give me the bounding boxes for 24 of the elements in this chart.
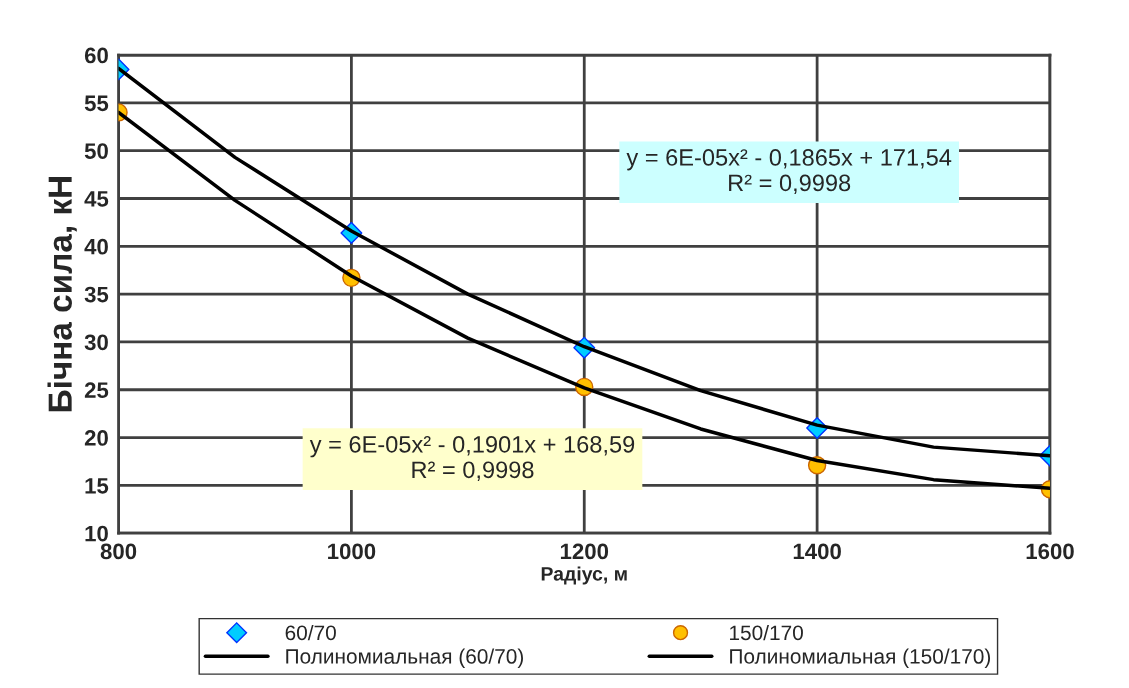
y-tick-label: 20 bbox=[84, 430, 108, 446]
x-tick-label: 1600 bbox=[1026, 543, 1074, 560]
y-tick-label: 15 bbox=[85, 478, 109, 494]
x-axis-title: Радіус, м bbox=[541, 566, 627, 585]
y-tick-label: 40 bbox=[84, 238, 108, 255]
y-tick-label: 50 bbox=[84, 143, 108, 159]
x-tick-label: 1400 bbox=[793, 543, 841, 560]
y-axis-title: Бічна сила, кН bbox=[47, 177, 77, 412]
x-tick-label: 1200 bbox=[560, 543, 609, 560]
annotation: y = 6E-05x² - 0,1901x + 168,59 R² = 0,9998 bbox=[309, 435, 635, 481]
x-tick-label: 1000 bbox=[328, 543, 376, 560]
x-tick-label: 800 bbox=[100, 543, 137, 560]
legend-label: Полиномиальная (150/170) bbox=[730, 648, 991, 668]
legend-label: Полиномиальная (60/70) bbox=[286, 648, 524, 668]
y-tick-label: 25 bbox=[84, 382, 109, 399]
legend-label: 150/170 bbox=[730, 624, 803, 641]
y-tick-label: 45 bbox=[84, 191, 109, 207]
annotation: y = 6E-05x² - 0,1865x + 171,54 R² = 0,9998 bbox=[626, 149, 952, 195]
legend-label: 60/70 bbox=[285, 624, 336, 641]
y-tick-label: 55 bbox=[84, 95, 109, 112]
y-tick-label: 30 bbox=[84, 334, 108, 351]
y-tick-label: 35 bbox=[84, 286, 109, 303]
y-tick-label: 10 bbox=[85, 525, 108, 542]
y-tick-label: 60 bbox=[84, 47, 108, 64]
